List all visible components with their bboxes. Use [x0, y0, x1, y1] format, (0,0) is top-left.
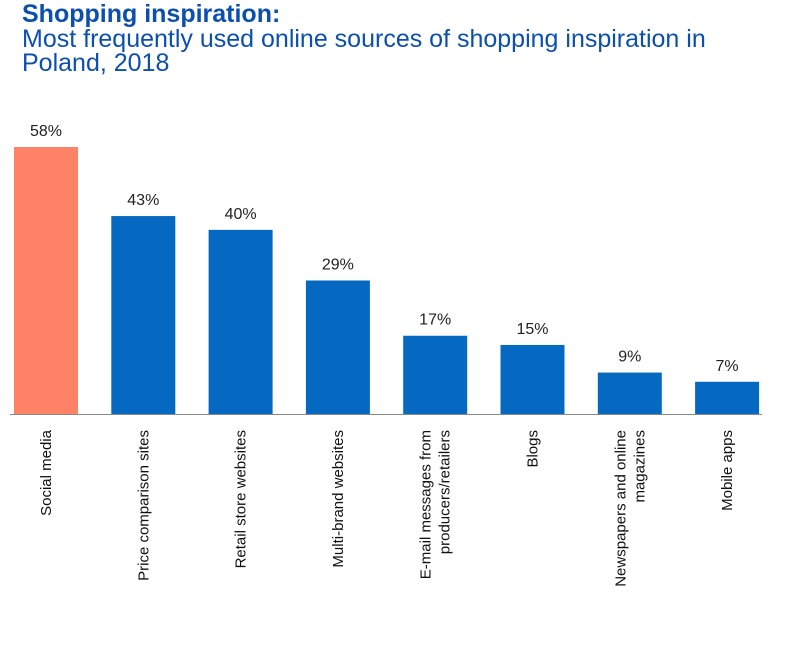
bar-5 — [500, 344, 565, 414]
bar-value-label-0: 58% — [30, 123, 62, 140]
bar-4 — [403, 335, 468, 414]
bar-0 — [14, 147, 78, 414]
category-label-6: Newspapers and online magazines — [612, 430, 648, 587]
bar-value-label-5: 15% — [516, 321, 548, 338]
bar-1 — [111, 216, 176, 414]
category-label-2: Retail store websites — [233, 430, 250, 568]
category-label-line: magazines — [631, 430, 648, 503]
bar-3 — [305, 280, 370, 414]
bar-value-label-2: 40% — [225, 206, 257, 223]
bar-value-label-6: 9% — [618, 349, 641, 366]
category-label-0: Social media — [38, 429, 55, 516]
category-label-line: Price comparison sites — [135, 430, 152, 581]
bar-value-label-1: 43% — [127, 192, 159, 209]
chart-title: Shopping inspiration: — [22, 0, 281, 28]
category-label-line: Newspapers and online — [612, 430, 629, 587]
category-label-line: producers/retailers — [437, 430, 454, 554]
bar-6 — [597, 372, 662, 414]
category-label-line: Social media — [38, 429, 55, 516]
category-label-5: Blogs — [525, 430, 542, 468]
category-label-7: Mobile apps — [719, 430, 736, 511]
chart-subtitle: Most frequently used online sources of s… — [22, 25, 706, 77]
bar-7 — [695, 381, 760, 414]
category-label-line: Mobile apps — [719, 430, 736, 511]
bar-2 — [208, 229, 273, 414]
bar-value-label-4: 17% — [419, 312, 451, 329]
category-label-line: E-mail messages from — [418, 430, 435, 579]
category-label-3: Multi-brand websites — [330, 430, 347, 568]
category-label-line: Blogs — [525, 430, 542, 468]
category-label-line: Retail store websites — [233, 430, 250, 568]
bar-value-label-3: 29% — [322, 257, 354, 274]
category-label-line: Multi-brand websites — [330, 430, 347, 568]
category-label-4: E-mail messages from producers/retailers — [418, 430, 454, 579]
bar-value-label-7: 7% — [716, 358, 739, 375]
category-label-1: Price comparison sites — [135, 430, 152, 581]
